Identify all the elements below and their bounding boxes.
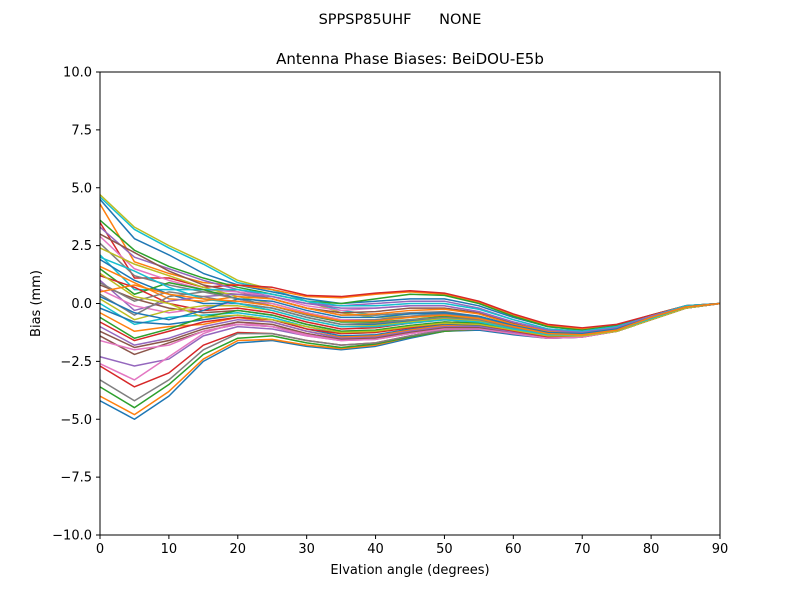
series-layer [99,194,721,420]
x-tick-label: 40 [367,542,384,557]
series-line-39 [99,272,721,337]
x-tick-label: 10 [161,542,178,557]
x-axis-label: Elvation angle (degrees) [330,563,489,578]
x-tick-label: 50 [436,542,453,557]
y-tick-label: 5.0 [71,181,92,196]
figure-suptitle: SPPSP85UHF NONE [319,12,482,28]
y-tick-label: −5.0 [60,413,92,428]
series-line-41 [99,295,721,335]
y-tick-label: −7.5 [60,471,92,486]
x-tick-label: 0 [96,542,104,557]
x-tick-label: 90 [712,542,729,557]
y-tick-label: 7.5 [71,123,92,138]
x-tick-label: 20 [230,542,247,557]
x-tick-label: 30 [298,542,315,557]
y-tick-label: −10.0 [52,529,92,544]
y-tick-label: 2.5 [71,239,92,254]
y-tick-label: 0.0 [71,297,92,312]
x-tick-label: 70 [574,542,591,557]
y-tick-label: 10.0 [63,66,92,81]
x-tick-label: 80 [643,542,660,557]
chart-title: Antenna Phase Biases: BeiDOU-E5b [276,50,544,68]
x-tick-label: 60 [505,542,522,557]
series-line-13 [99,219,721,331]
x-axis-ticks: 0 10 20 30 40 50 60 70 80 90 [96,535,728,557]
y-axis-ticks: −10.0 −7.5 −5.0 −2.5 0.0 2.5 5.0 7.5 10.0 [52,66,100,544]
y-tick-label: −2.5 [60,355,92,370]
y-axis-label: Bias (mm) [29,270,44,337]
series-line-42 [99,284,721,336]
